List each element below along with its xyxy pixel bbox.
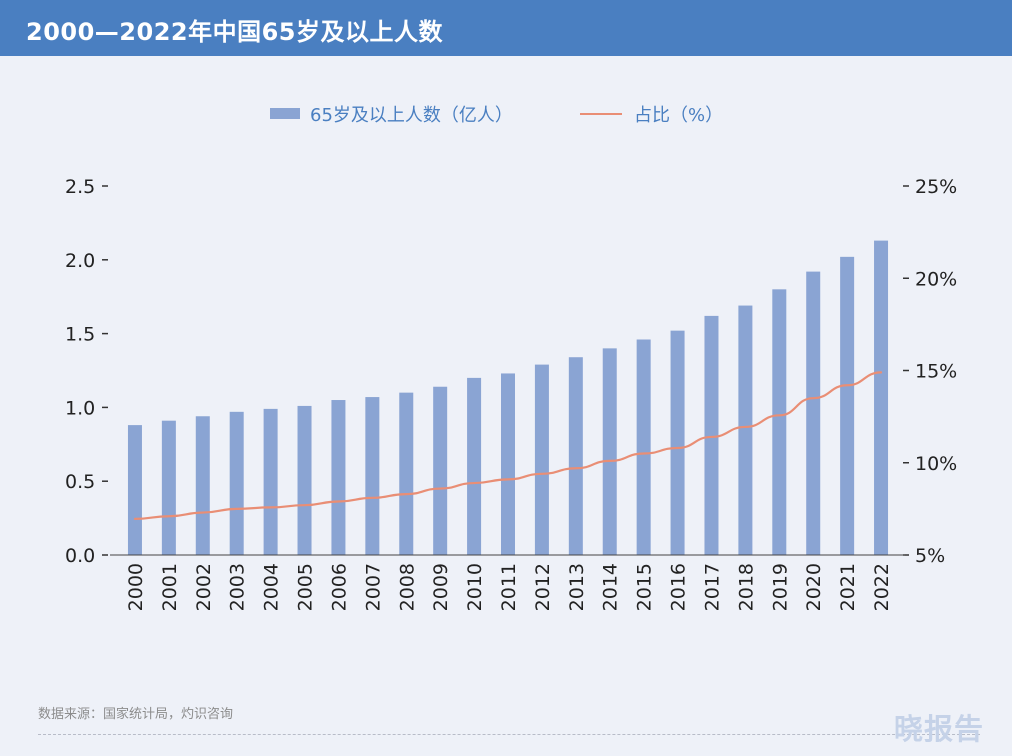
left-tick-label: 0.5 [65,471,95,493]
x-tick-label: 2005 [295,563,317,611]
bar-2021 [840,256,855,555]
bar-2006 [331,400,346,555]
x-tick-label: 2008 [396,563,418,611]
x-tick-label: 2007 [362,563,384,611]
bar-2018 [738,305,753,555]
title-bar: 2000—2022年中国65岁及以上人数 [0,0,1012,56]
line-series [133,371,883,520]
legend-bar-label: 65岁及以上人数（亿人） [310,105,513,126]
x-tick-label: 2003 [227,563,249,611]
bar-2000 [127,425,142,555]
x-tick-label: 2018 [735,563,757,611]
x-tick-label: 2000 [125,563,147,611]
bar-2001 [161,420,176,555]
x-tick-label: 2010 [464,563,486,611]
x-tick-label: 2019 [769,563,791,611]
bar-2002 [195,416,210,555]
bar-2004 [263,408,278,555]
right-tick-label: 20% [915,268,957,290]
bar-2022 [874,240,889,555]
bar-2019 [772,289,787,555]
combo-chart: 65岁及以上人数（亿人） 占比（%） 0.0 0.5 1.0 1.5 2.0 2.5 5% 1… [65,105,957,611]
x-tick-label: 2004 [261,563,283,611]
bar-2007 [365,397,380,555]
bar-2016 [670,330,685,555]
bar-2017 [704,315,719,555]
bar-2012 [534,364,549,555]
right-tick-label: 25% [915,176,957,198]
bar-2010 [467,377,482,555]
x-tick-label: 2014 [600,563,622,611]
x-tick-label: 2013 [566,563,588,611]
bar-2014 [602,348,617,555]
x-tick-label: 2006 [328,563,350,611]
x-tick-label: 2021 [837,563,859,611]
x-tick-label: 2012 [532,563,554,611]
bar-2008 [399,392,414,555]
bar-series [127,240,889,555]
source-divider [38,734,980,735]
left-tick-label: 1.5 [65,324,95,346]
x-tick-label: 2001 [159,563,181,611]
legend: 65岁及以上人数（亿人） 占比（%） [270,105,723,126]
bar-2003 [229,411,244,555]
bar-2020 [806,271,821,555]
legend-bar-swatch [270,108,300,119]
bar-2005 [297,405,312,555]
bar-2015 [636,339,651,555]
x-tick-label: 2017 [701,563,723,611]
x-tick-label: 2020 [803,563,825,611]
x-tick-label: 2015 [634,563,656,611]
bar-2011 [501,373,515,555]
x-tick-label: 2011 [498,563,520,611]
left-tick-label: 2.0 [65,250,95,272]
x-tick-label: 2022 [871,563,893,611]
x-tick-label: 2016 [668,563,690,611]
x-tick-label: 2002 [193,563,215,611]
chart-panel: 65岁及以上人数（亿人） 占比（%） 0.0 0.5 1.0 1.5 2.0 2.5 5% 1… [0,56,1012,756]
chart-title: 2000—2022年中国65岁及以上人数 [26,18,443,46]
x-tick-label: 2009 [430,563,452,611]
left-axis: 0.0 0.5 1.0 1.5 2.0 2.5 [65,176,108,567]
left-tick-label: 0.0 [65,545,95,567]
brand-logo: 晓报告 [893,712,984,746]
legend-line-label: 占比（%） [634,105,723,126]
bar-2013 [568,357,583,555]
x-axis: 2000 2001 2002 2003 2004 2005 2006 2007 2008 2009… [110,554,905,611]
source-note: 数据来源：国家统计局，灼识咨询 [38,707,234,722]
right-tick-label: 5% [915,545,945,567]
right-tick-label: 10% [915,453,957,475]
left-tick-label: 1.0 [65,397,95,419]
left-tick-label: 2.5 [65,176,95,198]
right-tick-label: 15% [915,361,957,383]
bar-2009 [433,386,448,555]
right-axis: 5% 10% 15% 20% 25% [903,176,957,567]
